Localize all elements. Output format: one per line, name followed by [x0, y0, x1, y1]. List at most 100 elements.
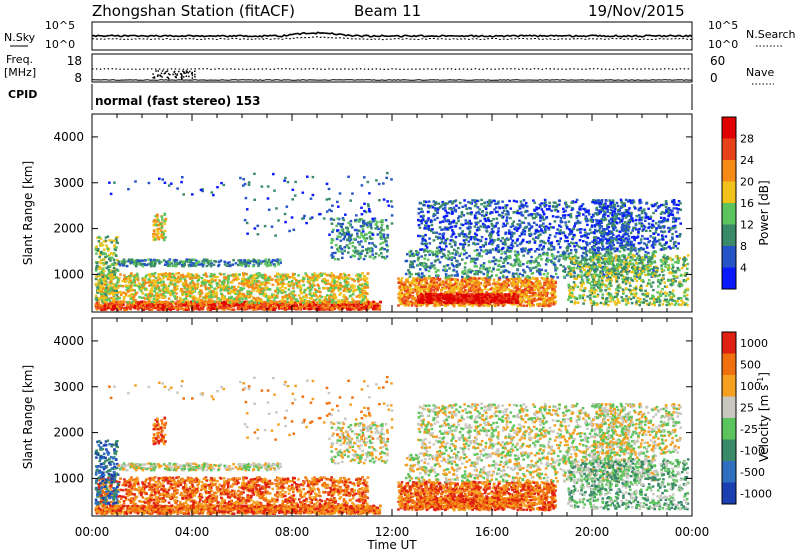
power-cell: [118, 262, 121, 266]
power-cell: [407, 301, 411, 304]
power-cell: [257, 280, 261, 283]
power-cell: [114, 285, 118, 288]
power-cell: [464, 288, 467, 292]
power-cell: [276, 258, 279, 261]
power-cell: [183, 277, 186, 280]
power-cell: [511, 282, 515, 285]
power-cell: [111, 253, 115, 256]
power-cell: [247, 284, 251, 287]
power-cell: [333, 307, 337, 311]
power-cell: [422, 288, 426, 292]
power-cell: [457, 304, 461, 307]
power-cell: [292, 286, 295, 290]
power-cell: [140, 306, 144, 309]
power-cell: [204, 285, 207, 288]
power-cell: [470, 284, 474, 287]
power-cell: [152, 294, 156, 297]
power-cell: [313, 306, 316, 309]
power-cell: [225, 284, 229, 287]
power-cell: [349, 294, 353, 297]
power-cell: [281, 295, 285, 299]
power-cell: [243, 280, 247, 283]
power-cell: [237, 285, 240, 289]
power-cell: [202, 261, 206, 264]
power-cell: [517, 293, 520, 296]
power-cell: [129, 279, 132, 283]
power-cell: [356, 278, 359, 281]
power-cell: [502, 287, 506, 291]
nave-tick-bottom: 0: [710, 71, 718, 85]
power-cell: [237, 294, 240, 297]
power-cell: [544, 292, 547, 296]
power-cell: [227, 285, 230, 288]
power-cell: [343, 279, 347, 283]
power-cell: [184, 279, 188, 283]
noise-sky-label: N.Sky: [4, 31, 36, 44]
power-cell: [268, 275, 272, 279]
power-cell: [166, 278, 170, 281]
power-cell: [95, 261, 99, 265]
power-cell: [513, 282, 517, 286]
power-cell: [260, 307, 263, 310]
power-cell: [157, 296, 161, 300]
power-cell: [228, 301, 232, 304]
power-cell: [109, 278, 113, 281]
power-cell: [230, 274, 233, 277]
power-cell: [192, 295, 196, 298]
power-cell: [472, 289, 476, 292]
power-cell: [187, 308, 191, 311]
power-cell: [162, 259, 166, 262]
power-cell: [117, 304, 120, 307]
power-cell: [291, 272, 295, 276]
power-cell: [360, 290, 364, 294]
power-cell: [361, 282, 364, 286]
power-cell: [405, 293, 408, 296]
power-cell: [117, 301, 121, 304]
power-cell: [238, 298, 241, 301]
power-cell: [376, 304, 380, 307]
power-cell: [474, 285, 478, 288]
power-cell: [172, 291, 176, 295]
power-cell: [477, 301, 480, 305]
power-cell: [187, 258, 191, 262]
power-cell: [260, 275, 263, 279]
power-cell: [113, 300, 116, 303]
power-cell: [186, 305, 190, 308]
power-cell: [104, 294, 108, 297]
power-cell: [165, 306, 169, 309]
power-cell: [155, 287, 159, 291]
power-cell: [417, 281, 421, 284]
power-cell: [250, 281, 253, 284]
power-cell: [397, 293, 401, 296]
power-cell: [345, 280, 348, 283]
power-cell: [443, 287, 447, 290]
power-cell: [264, 304, 267, 308]
power-cell: [99, 296, 102, 300]
power-cell: [205, 300, 209, 303]
power-cell: [217, 260, 221, 263]
power-cell: [112, 301, 116, 304]
power-cell: [151, 262, 154, 265]
power-cell: [289, 301, 293, 304]
power-cell: [125, 305, 129, 308]
power-cell: [445, 279, 448, 282]
power-cell: [127, 258, 131, 261]
power-cell: [342, 296, 346, 299]
power-cell: [135, 272, 139, 275]
power-cell: [530, 286, 534, 290]
power-cell: [291, 292, 295, 295]
power-cell: [519, 288, 523, 292]
power-cell: [117, 302, 120, 306]
power-cell: [237, 277, 240, 280]
power-cell: [511, 277, 515, 280]
power-cell: [405, 290, 409, 293]
power-cell: [418, 287, 422, 290]
power-cell: [536, 281, 539, 285]
power-cell: [255, 306, 259, 309]
power-cell: [197, 276, 201, 280]
power-cell: [134, 284, 138, 287]
power-cell: [529, 300, 533, 303]
power-cell: [305, 296, 308, 299]
power-cell: [198, 290, 202, 293]
frequency-point: [159, 75, 162, 77]
